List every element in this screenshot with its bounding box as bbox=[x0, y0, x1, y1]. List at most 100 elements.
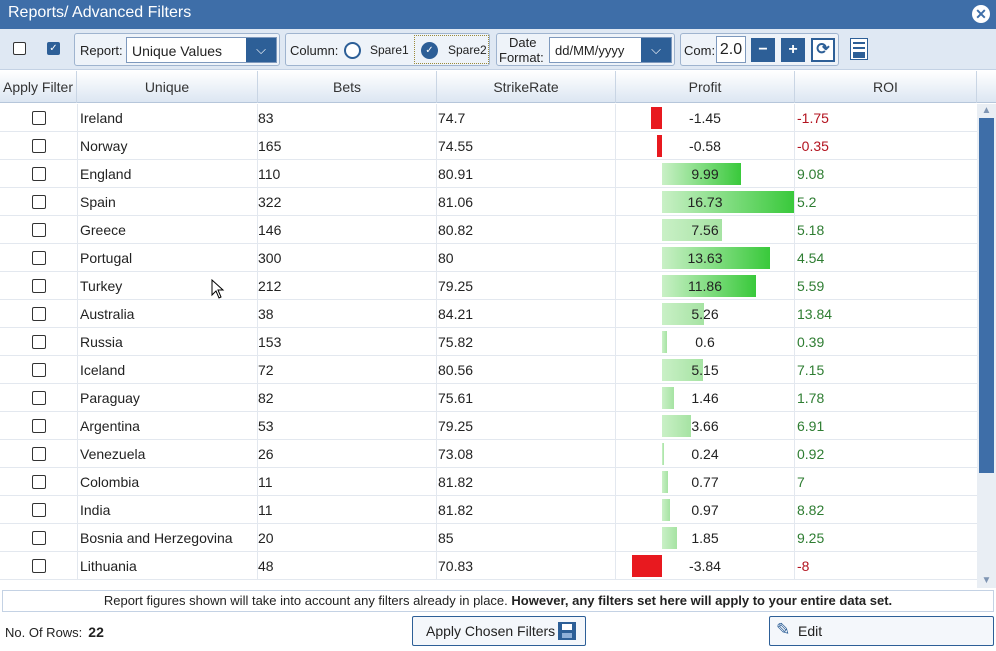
column-divider bbox=[615, 188, 616, 216]
table-row: Argentina 53 79.25 3.66 6.91 bbox=[0, 412, 977, 440]
column-header-apply-filter[interactable]: Apply Filter bbox=[0, 71, 77, 103]
profit-cell: 1.46 bbox=[691, 390, 719, 406]
column-header-bets[interactable]: Bets bbox=[258, 71, 437, 103]
apply-filter-checkbox[interactable] bbox=[32, 307, 46, 321]
table-row: Paraguay 82 75.61 1.46 1.78 bbox=[0, 384, 977, 412]
date-format-select[interactable]: dd/MM/yyyy ⌵ bbox=[549, 37, 672, 63]
apply-filter-checkbox[interactable] bbox=[32, 531, 46, 545]
apply-filter-checkbox[interactable] bbox=[32, 419, 46, 433]
unique-cell: Venezuela bbox=[80, 446, 146, 462]
row-count-value: 22 bbox=[88, 624, 104, 640]
refresh-icon[interactable]: ⟳ bbox=[811, 38, 835, 62]
spare2-option[interactable]: ✓ Spare2 bbox=[414, 35, 489, 64]
strike-rate-cell: 80.82 bbox=[438, 222, 474, 238]
unique-cell: India bbox=[80, 502, 111, 518]
close-icon[interactable]: ✕ bbox=[972, 5, 990, 23]
minus-icon[interactable]: − bbox=[751, 38, 775, 62]
roi-cell: 9.25 bbox=[797, 530, 825, 546]
apply-filter-checkbox[interactable] bbox=[32, 167, 46, 181]
column-divider bbox=[257, 132, 258, 160]
plus-icon[interactable]: + bbox=[781, 38, 805, 62]
bets-cell: 110 bbox=[258, 166, 281, 182]
strike-rate-cell: 80.91 bbox=[438, 166, 474, 182]
apply-filter-checkbox[interactable] bbox=[32, 195, 46, 209]
scroll-down-icon[interactable]: ▼ bbox=[981, 575, 992, 586]
strike-rate-cell: 80.56 bbox=[438, 362, 474, 378]
apply-filter-checkbox[interactable] bbox=[32, 279, 46, 293]
apply-button-label: Apply Chosen Filters bbox=[426, 623, 556, 639]
column-divider bbox=[615, 412, 616, 440]
apply-filter-checkbox[interactable] bbox=[32, 363, 46, 377]
column-divider bbox=[77, 104, 78, 132]
roi-cell: 8.82 bbox=[797, 502, 825, 518]
profit-cell: 0.24 bbox=[691, 446, 719, 462]
column-header-roi[interactable]: ROI bbox=[795, 71, 977, 103]
column-divider bbox=[615, 104, 616, 132]
scrollbar-thumb[interactable] bbox=[979, 118, 994, 473]
apply-filter-checkbox[interactable] bbox=[32, 447, 46, 461]
column-label: Column: bbox=[290, 43, 339, 58]
report-select[interactable]: Unique Values ⌵ bbox=[126, 37, 277, 63]
roi-cell: 0.39 bbox=[797, 334, 825, 350]
apply-filter-checkbox[interactable] bbox=[32, 223, 46, 237]
title-bar: Reports/ Advanced Filters ✕ bbox=[0, 0, 996, 29]
profit-bar bbox=[662, 303, 704, 325]
column-divider bbox=[77, 356, 78, 384]
apply-filter-checkbox[interactable] bbox=[32, 111, 46, 125]
edit-button-label: Edit Courses/RaceType/Custom bbox=[798, 623, 823, 639]
apply-filter-checkbox[interactable] bbox=[32, 503, 46, 517]
column-divider bbox=[436, 552, 437, 580]
column-divider bbox=[436, 412, 437, 440]
apply-filter-checkbox[interactable] bbox=[32, 559, 46, 573]
edit-courses-button[interactable]: ✎ Edit Courses/RaceType/Custom bbox=[769, 616, 994, 646]
table-row: Turkey 212 79.25 11.86 5.59 bbox=[0, 272, 977, 300]
profit-bar bbox=[662, 499, 670, 521]
column-header-unique[interactable]: Unique bbox=[77, 71, 258, 103]
vertical-scrollbar[interactable]: ▲ ▼ bbox=[977, 104, 996, 588]
profit-bar bbox=[662, 275, 756, 297]
select-none-checkbox[interactable] bbox=[13, 42, 26, 55]
column-divider bbox=[77, 524, 78, 552]
table-header: Apply Filter Unique Bets StrikeRate Prof… bbox=[0, 71, 996, 103]
column-divider bbox=[615, 552, 616, 580]
unique-cell: Greece bbox=[80, 222, 126, 238]
unique-cell: Ireland bbox=[80, 110, 123, 126]
column-divider bbox=[257, 524, 258, 552]
strike-rate-cell: 70.83 bbox=[438, 558, 474, 574]
column-divider bbox=[77, 216, 78, 244]
column-divider bbox=[615, 384, 616, 412]
column-header-strike-rate[interactable]: StrikeRate bbox=[437, 71, 616, 103]
select-all-checkbox[interactable]: ✓ bbox=[47, 42, 60, 55]
window-title: Reports/ Advanced Filters bbox=[8, 4, 192, 21]
spare2-radio[interactable]: ✓ bbox=[421, 42, 438, 59]
apply-filter-checkbox[interactable] bbox=[32, 475, 46, 489]
profit-cell: 5.15 bbox=[691, 362, 719, 378]
scroll-up-icon[interactable]: ▲ bbox=[981, 105, 992, 116]
csv-export-icon[interactable] bbox=[850, 38, 868, 60]
profit-bar bbox=[662, 359, 703, 381]
commission-input[interactable]: 2.0 bbox=[716, 36, 746, 63]
bets-cell: 11 bbox=[258, 474, 273, 490]
unique-cell: Iceland bbox=[80, 362, 126, 378]
unique-cell: England bbox=[80, 166, 132, 182]
column-header-profit[interactable]: Profit bbox=[616, 71, 795, 103]
bets-cell: 48 bbox=[258, 558, 274, 574]
spare1-radio[interactable] bbox=[344, 42, 361, 59]
roi-cell: 5.2 bbox=[797, 194, 817, 210]
strike-rate-cell: 74.7 bbox=[438, 110, 466, 126]
column-divider bbox=[794, 300, 795, 328]
column-divider bbox=[77, 496, 78, 524]
apply-filter-checkbox[interactable] bbox=[32, 391, 46, 405]
bets-cell: 20 bbox=[258, 530, 274, 546]
column-group: Column: Spare1 ✓ Spare2 bbox=[285, 33, 490, 66]
apply-filter-checkbox[interactable] bbox=[32, 335, 46, 349]
unique-cell: Bosnia and Herzegovina bbox=[80, 530, 233, 546]
column-divider bbox=[436, 440, 437, 468]
apply-filter-checkbox[interactable] bbox=[32, 139, 46, 153]
profit-cell: -0.58 bbox=[689, 138, 721, 154]
save-icon bbox=[558, 622, 576, 640]
row-count: No. Of Rows: 22 bbox=[5, 624, 104, 640]
apply-filter-checkbox[interactable] bbox=[32, 251, 46, 265]
table-row: Greece 146 80.82 7.56 5.18 bbox=[0, 216, 977, 244]
apply-chosen-filters-button[interactable]: Apply Chosen Filters bbox=[412, 616, 586, 646]
